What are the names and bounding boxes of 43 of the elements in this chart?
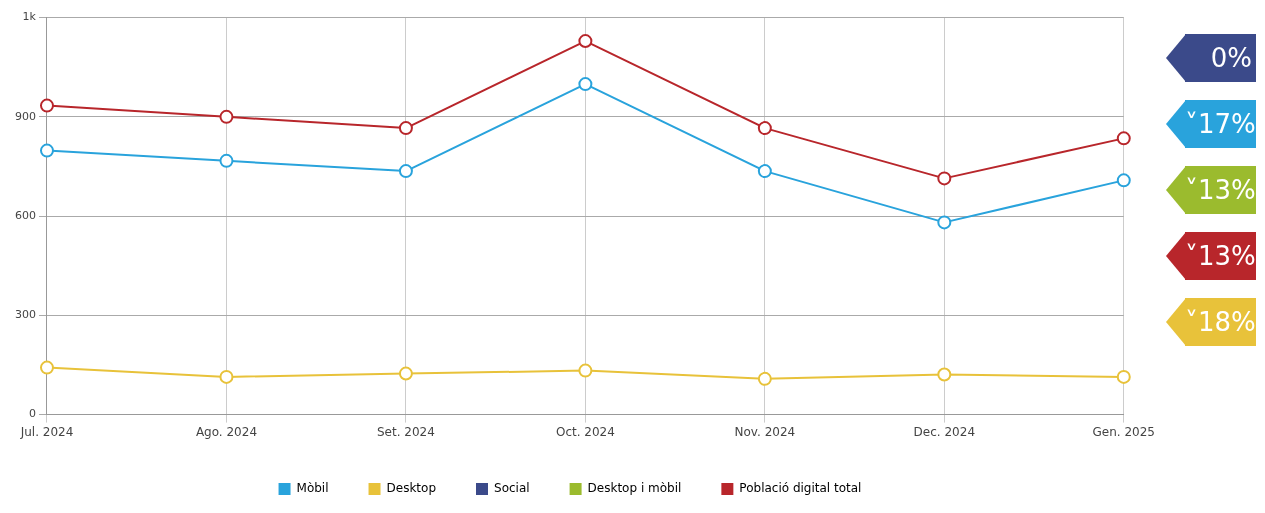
text: ˅18% bbox=[1185, 298, 1256, 346]
text: 0% bbox=[1185, 34, 1256, 82]
y-tick-label: 0 bbox=[29, 407, 36, 421]
point bbox=[937, 215, 952, 230]
point bbox=[937, 367, 952, 382]
y-tick-label: 1k bbox=[22, 10, 37, 24]
x-tick-label: Nov. 2024 bbox=[734, 424, 796, 439]
point bbox=[40, 98, 54, 113]
x-tick-label: Gen. 2025 bbox=[1092, 424, 1156, 439]
text: ˅13% bbox=[1185, 232, 1256, 280]
x-tick-label: Dec. 2024 bbox=[913, 424, 975, 439]
text: ˅13% bbox=[1185, 166, 1256, 214]
point bbox=[40, 143, 54, 158]
point bbox=[219, 369, 234, 384]
point bbox=[40, 360, 54, 375]
point bbox=[1116, 131, 1131, 146]
x-tick-label: Oct. 2024 bbox=[555, 424, 615, 439]
point bbox=[757, 164, 772, 179]
point bbox=[398, 121, 413, 136]
point bbox=[219, 153, 234, 168]
y-tick-label: 900 bbox=[15, 109, 36, 123]
point bbox=[1116, 369, 1131, 384]
legend-label: Desktop i mòbil bbox=[587, 481, 682, 496]
y-tick-label: 300 bbox=[15, 308, 36, 322]
x-tick-label: Ago. 2024 bbox=[195, 424, 258, 439]
x-tick-label: Set. 2024 bbox=[376, 424, 435, 439]
legend-label: Població digital total bbox=[739, 481, 862, 496]
point bbox=[757, 371, 772, 386]
legend-label: Desktop bbox=[386, 481, 437, 496]
point bbox=[1116, 173, 1131, 188]
text: ˅17% bbox=[1185, 100, 1256, 148]
point bbox=[578, 363, 593, 378]
x-tick-label: Jul. 2024 bbox=[19, 424, 74, 439]
y-tick-label: 600 bbox=[15, 208, 36, 222]
legend-label: Social bbox=[494, 481, 530, 496]
point bbox=[398, 366, 413, 381]
point bbox=[398, 164, 413, 179]
point bbox=[578, 77, 593, 92]
point bbox=[578, 34, 593, 49]
point bbox=[757, 121, 772, 136]
legend-label: Mòbil bbox=[296, 481, 329, 496]
point bbox=[937, 171, 952, 186]
point bbox=[219, 109, 234, 124]
